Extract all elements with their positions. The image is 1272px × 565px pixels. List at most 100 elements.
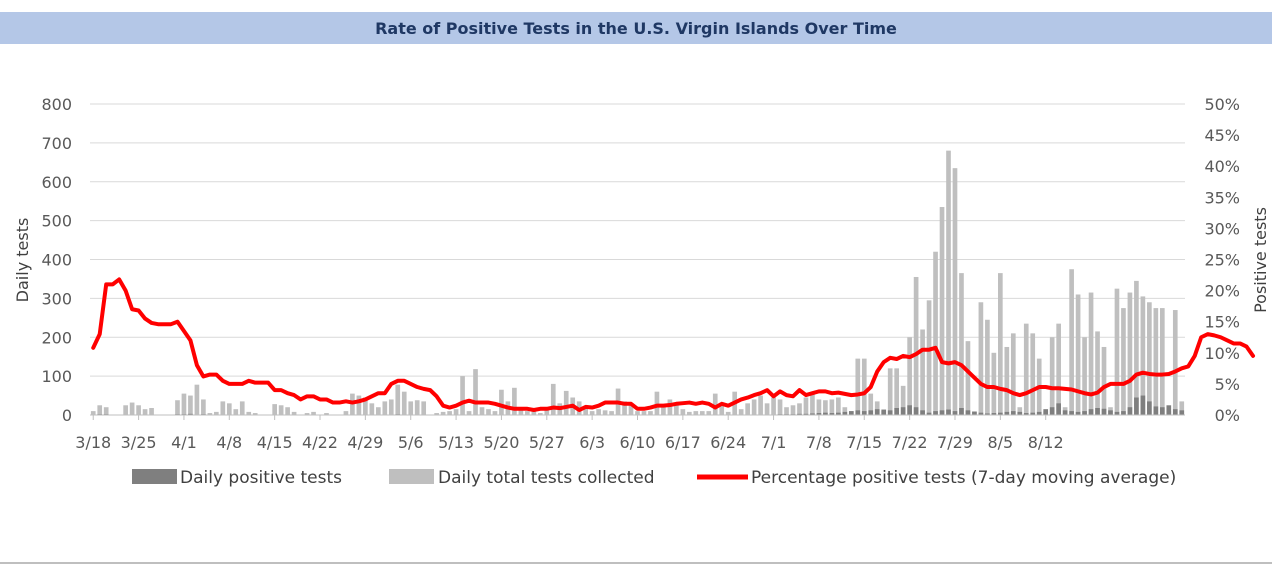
y2-tick-label: 50% [1204, 95, 1240, 114]
total-tests-bar [810, 393, 815, 415]
x-axis-ticks: 3/18 3/25 4/1 4/8 4/15 4/22 4/29 5/6 5/13 5/20 5/2… [75, 415, 1064, 452]
positive-tests-bar [1147, 401, 1152, 415]
positive-tests-bar [933, 411, 938, 415]
positive-tests-bar [1023, 413, 1029, 415]
total-tests-bar [978, 302, 984, 415]
x-tick-label: 7/8 [806, 433, 832, 452]
total-tests-bar [388, 399, 394, 415]
positive-tests-bar [868, 410, 874, 415]
y-tick-label: 200 [41, 328, 72, 347]
y-tick-label: 400 [41, 251, 72, 270]
total-tests-bar [933, 251, 938, 415]
x-tick-label: 7/22 [892, 433, 928, 452]
total-tests-bar [868, 393, 874, 415]
total-tests-bar [311, 411, 316, 415]
total-tests-bar [486, 409, 491, 415]
positive-tests-bar [1159, 407, 1165, 415]
legend-label-total: Daily total tests collected [438, 468, 655, 488]
legend-label-positive: Daily positive tests [180, 468, 342, 488]
y2-tick-label: 35% [1204, 188, 1240, 207]
total-tests-bar [460, 376, 465, 415]
total-tests-bar [706, 411, 712, 415]
total-tests-bar [1179, 401, 1185, 415]
total-tests-bar [641, 411, 647, 415]
total-tests-bar [304, 413, 310, 415]
positive-tests-bar [842, 411, 848, 415]
x-tick-label: 4/15 [257, 433, 293, 452]
x-tick-label: 6/3 [579, 433, 605, 452]
total-tests-bar [920, 329, 925, 415]
legend: Daily positive tests Daily total tests c… [132, 468, 1176, 488]
positive-tests-bar [1101, 408, 1107, 415]
total-tests-bar [1075, 294, 1081, 415]
total-tests-bar [959, 273, 964, 415]
positive-tests-bar [1121, 411, 1126, 415]
total-tests-bar [842, 407, 848, 415]
total-tests-bar [667, 399, 673, 415]
chart-title: Rate of Positive Tests in the U.S. Virgi… [375, 18, 897, 38]
y2-tick-label: 15% [1204, 313, 1240, 332]
positive-tests-bar [900, 407, 906, 415]
total-tests-bar [926, 300, 932, 415]
y2-tick-label: 30% [1204, 219, 1240, 238]
x-tick-label: 7/15 [846, 433, 882, 452]
positive-tests-bar [1095, 408, 1100, 415]
total-tests-bar [1134, 280, 1139, 415]
positive-tests-bar [810, 413, 815, 415]
total-tests-bar [181, 393, 187, 415]
positive-tests-bar [952, 411, 958, 415]
total-tests-bar [816, 399, 822, 415]
total-tests-bar [803, 397, 809, 415]
positive-tests-bar [1082, 411, 1087, 415]
total-tests-bar [453, 409, 459, 415]
total-tests-bar [1010, 333, 1016, 415]
total-tests-bar [1049, 337, 1055, 415]
positive-tests-bar [1017, 411, 1023, 415]
x-tick-label: 7/29 [937, 433, 973, 452]
total-tests-bar [887, 368, 893, 415]
positive-tests-bar [816, 413, 822, 415]
legend-swatch-total [389, 469, 434, 484]
y-tick-label: 500 [41, 212, 72, 231]
total-tests-bar [531, 411, 537, 415]
total-tests-bar [537, 413, 543, 415]
total-tests-bar [913, 276, 919, 415]
total-tests-bar [382, 401, 388, 415]
x-tick-label: 6/17 [665, 433, 701, 452]
positive-tests-bar [836, 412, 841, 415]
total-tests-bar [609, 411, 614, 415]
gridlines [90, 103, 1185, 377]
total-tests-bar [90, 411, 96, 415]
total-tests-bar [894, 368, 900, 415]
total-tests-bar [674, 403, 679, 415]
positive-rate-line [91, 277, 1256, 413]
total-tests-bar [233, 409, 239, 415]
total-tests-bar [693, 411, 699, 415]
total-tests-bar [434, 413, 439, 415]
positive-tests-bar [829, 413, 835, 415]
total-tests-bar [395, 384, 401, 415]
right-axis-ticks: 0% 5% 10% 15% 20% 25% 30% 35% 40% 45% 50% [1204, 95, 1240, 425]
positive-tests-bar [823, 412, 828, 415]
total-tests-bar [207, 413, 213, 415]
total-tests-bar [278, 405, 284, 415]
x-tick-label: 3/25 [121, 433, 157, 452]
positive-tests-bar [1134, 397, 1139, 415]
y2-axis-title: Positive tests [1251, 207, 1270, 313]
total-tests-bar [97, 405, 103, 415]
x-tick-label: 4/8 [216, 433, 242, 452]
positive-tests-bar [939, 410, 945, 415]
total-tests-bar [661, 405, 666, 415]
total-tests-bar [1172, 310, 1178, 415]
total-tests-bar [103, 407, 109, 415]
total-tests-bar [725, 411, 731, 415]
total-tests-bar [861, 358, 867, 415]
total-tests-bar [751, 399, 757, 415]
total-tests-bar [285, 407, 290, 415]
positive-tests-bar [1036, 411, 1042, 415]
total-tests-bar [1030, 333, 1036, 415]
y2-tick-label: 45% [1204, 126, 1240, 145]
total-tests-bar [492, 411, 498, 415]
positive-tests-bar [1049, 407, 1055, 415]
total-tests-bar [447, 411, 452, 415]
